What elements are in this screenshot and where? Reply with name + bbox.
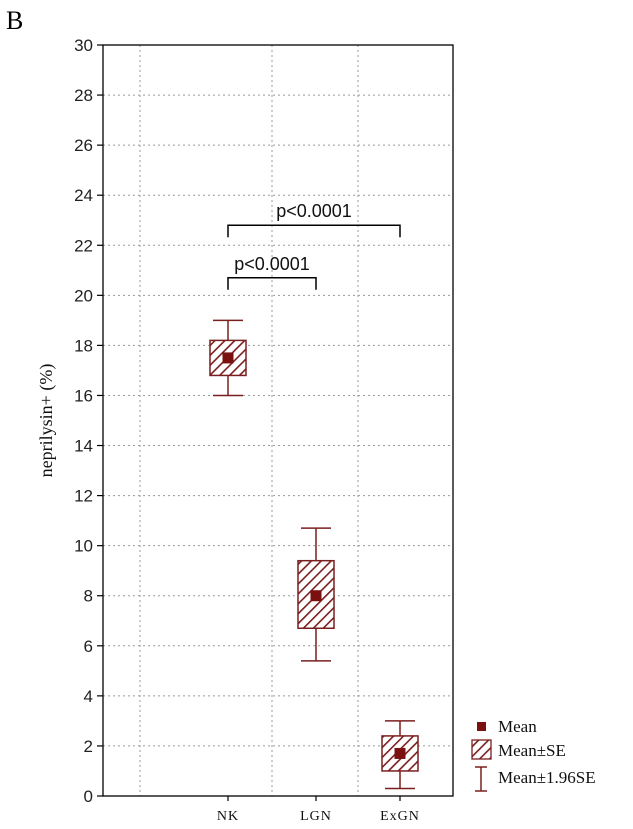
y-tick-label: 8 xyxy=(84,587,93,606)
p-value-label: p<0.0001 xyxy=(234,254,310,274)
p-value-label: p<0.0001 xyxy=(276,201,352,221)
x-tick-label: NK xyxy=(217,809,239,824)
mean-marker xyxy=(310,590,322,602)
y-tick-label: 10 xyxy=(74,537,93,556)
legend-label: Mean±SE xyxy=(498,741,566,760)
x-tick-label: ExGN xyxy=(380,809,420,824)
y-tick-label: 30 xyxy=(74,36,93,55)
significance-brackets: p<0.0001 p<0.0001 xyxy=(227,201,401,290)
y-tick-label: 24 xyxy=(74,186,93,205)
y-axis-label: neprilysin+ (%) xyxy=(36,364,57,478)
x-tick-label: LGN xyxy=(300,809,332,824)
legend-item-se: Mean±SE xyxy=(471,739,566,760)
y-tick-label: 0 xyxy=(84,787,93,806)
x-category-labels: NK LGN ExGN xyxy=(217,809,420,824)
legend-item-ci: Mean±1.96SE xyxy=(475,766,596,792)
y-tick-label: 12 xyxy=(74,487,93,506)
legend-se-swatch xyxy=(471,739,492,760)
y-tick-label: 22 xyxy=(74,236,93,255)
mean-marker xyxy=(394,747,406,759)
panel-letter: B xyxy=(6,6,24,35)
box-exgn xyxy=(381,720,419,790)
y-tick-label: 14 xyxy=(74,437,93,456)
y-tick-label: 18 xyxy=(74,336,93,355)
legend-item-mean: Mean xyxy=(477,717,537,736)
y-tick-label: 6 xyxy=(84,637,93,656)
box-nk xyxy=(209,319,247,397)
bracket-1: p<0.0001 xyxy=(227,254,317,290)
y-tick-label: 16 xyxy=(74,386,93,405)
bracket-line xyxy=(227,277,317,290)
y-tick-label: 28 xyxy=(74,86,93,105)
y-tick-label: 4 xyxy=(84,687,93,706)
legend-label: Mean xyxy=(498,717,537,736)
grid xyxy=(103,45,453,796)
bracket-line xyxy=(227,224,401,238)
legend-mean-swatch xyxy=(477,722,486,731)
box-lgn xyxy=(297,527,335,662)
legend: Mean Mean±SE Mean±1.96SE xyxy=(471,717,596,792)
legend-label: Mean±1.96SE xyxy=(498,768,596,787)
y-tick-label: 2 xyxy=(84,737,93,756)
y-tick-label: 26 xyxy=(74,136,93,155)
mean-marker xyxy=(222,352,234,364)
y-tick-label: 20 xyxy=(74,286,93,305)
axes xyxy=(102,44,454,801)
bracket-2: p<0.0001 xyxy=(227,201,401,238)
plot-frame xyxy=(102,44,454,797)
boxes xyxy=(209,319,419,790)
